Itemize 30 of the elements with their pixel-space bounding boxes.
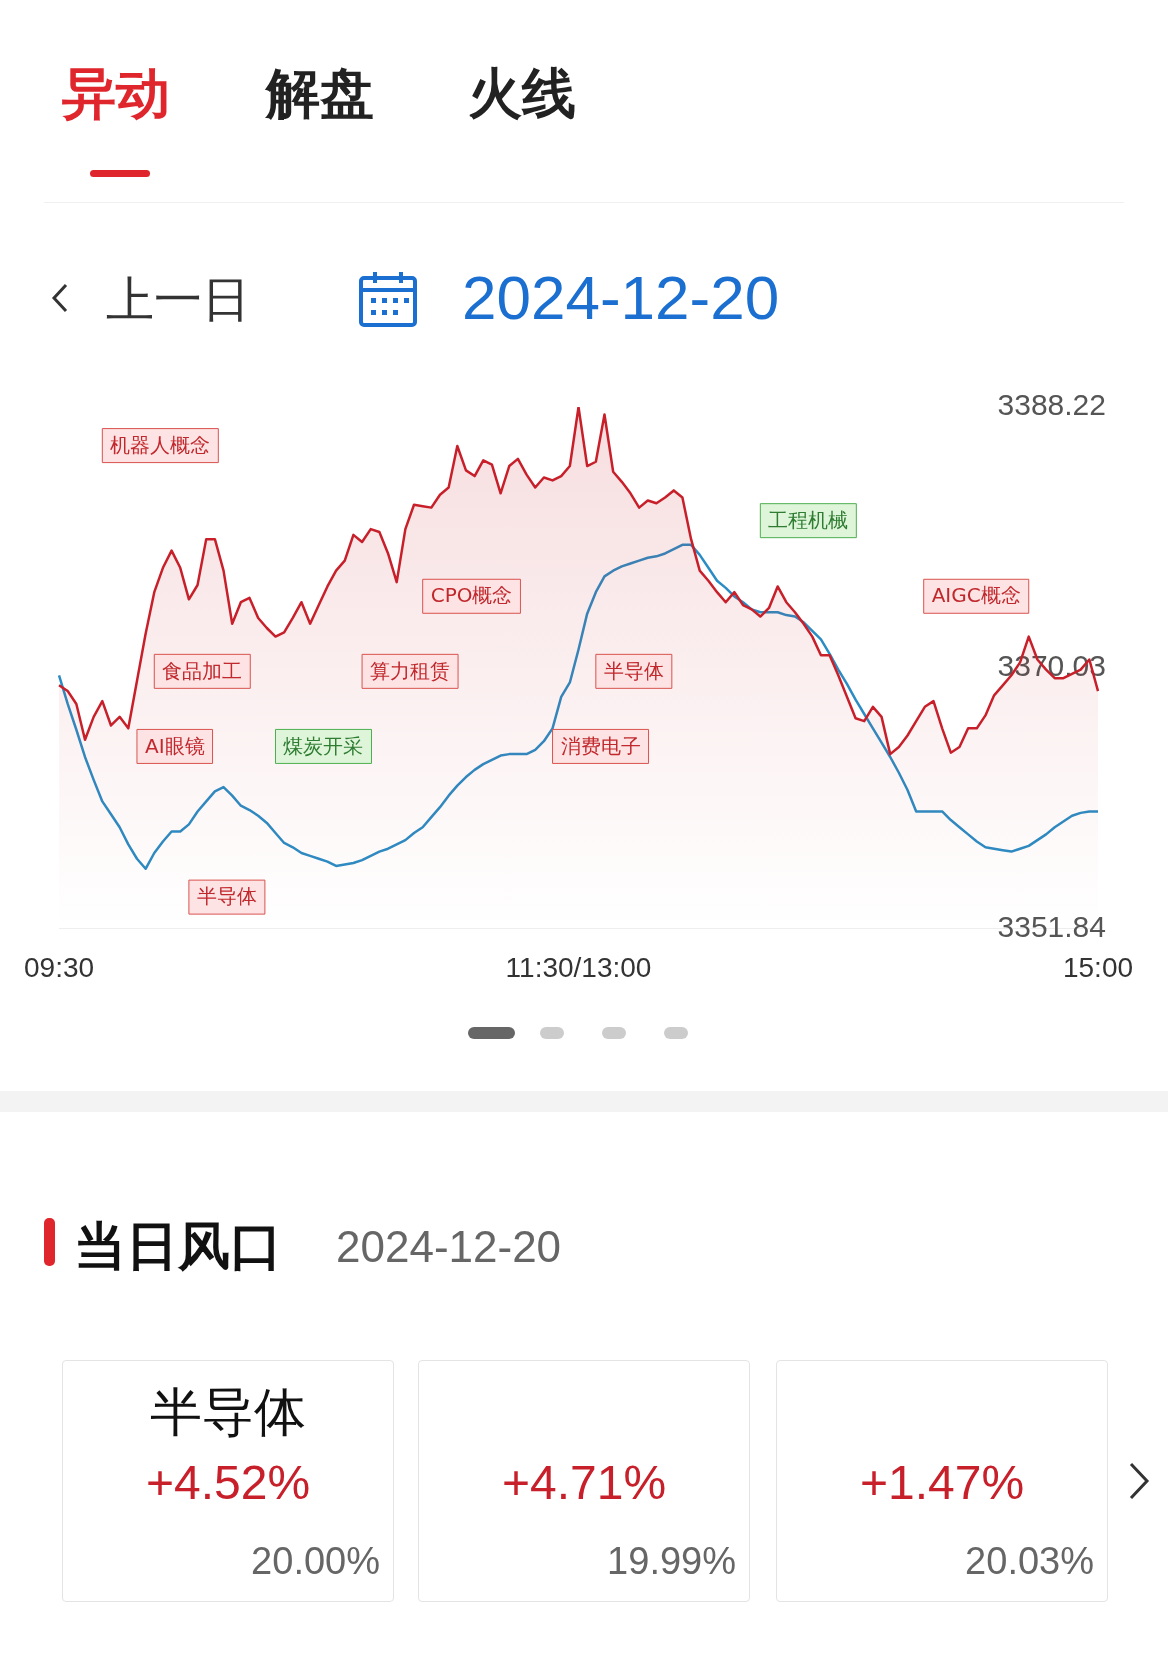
y-tick-label: 3351.84: [997, 909, 1106, 943]
text: 解盘: [266, 61, 374, 127]
category-label: 半导体: [149, 1381, 307, 1444]
annotation: AIGC概念: [931, 583, 1021, 608]
annotation: 消费电子: [560, 733, 641, 758]
chart-title: 2024-12-20: [462, 262, 780, 333]
text: +4.52%: [145, 1456, 311, 1509]
text: 异动: [62, 61, 170, 127]
text: 20.00%: [250, 1540, 380, 1583]
annotation: 半导体: [196, 884, 257, 909]
annotation: 煤炭开采: [283, 733, 364, 758]
annotation: CPO概念: [430, 583, 513, 608]
text: 上一日: [106, 270, 250, 329]
text: 当日风口: [74, 1215, 282, 1278]
text: 2024-12-20: [336, 1222, 562, 1272]
text: 19.99%: [606, 1540, 736, 1583]
text: 火线: [468, 61, 576, 127]
annotation: 食品加工: [162, 658, 243, 683]
annotation: 半导体: [603, 658, 664, 683]
x-tick-label: 09:30: [24, 951, 95, 983]
x-tick-label: 11:30/13:00: [505, 951, 652, 983]
y-tick-label: 3388.22: [997, 388, 1106, 422]
annotation: 工程机械: [768, 507, 849, 532]
text: +1.47%: [859, 1456, 1025, 1509]
annotation: 算力租赁: [370, 658, 451, 683]
x-tick-label: 15:00: [1062, 951, 1134, 983]
text: +4.71%: [501, 1456, 667, 1509]
annotation: AI眼镜: [144, 733, 205, 758]
text: 20.03%: [964, 1540, 1094, 1583]
annotation: 机器人概念: [110, 432, 211, 457]
